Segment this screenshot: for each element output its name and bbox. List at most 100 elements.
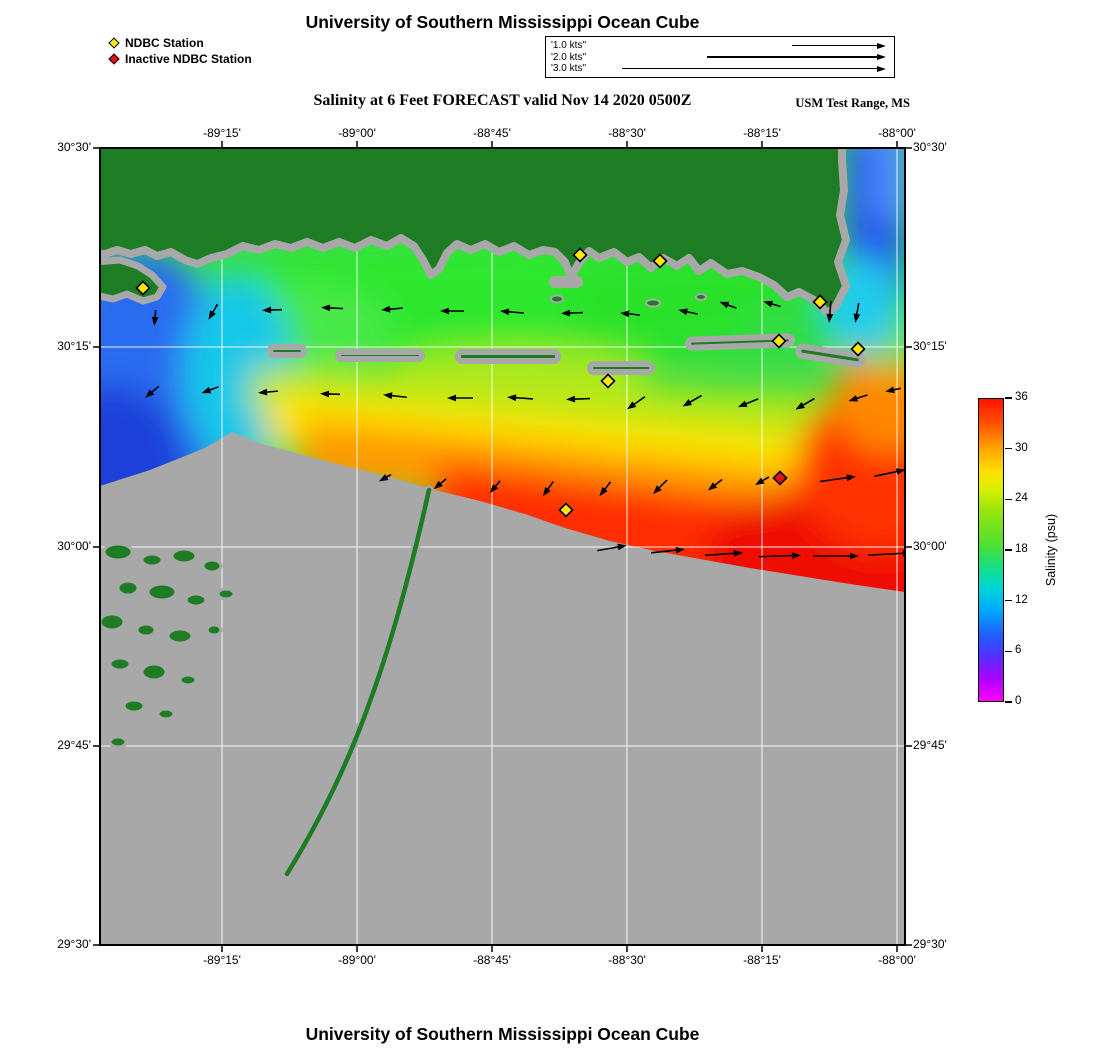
scale-arrowhead-icon [877, 54, 886, 60]
colorbar-tick [1005, 448, 1012, 450]
current-vector [874, 468, 905, 478]
current-vector [795, 397, 815, 410]
current-vector [885, 386, 901, 394]
lat-label-left: 30°15' [57, 339, 91, 353]
current-vector [848, 394, 868, 402]
current-vector [383, 392, 408, 400]
scale-label: '3.0 kts'' [551, 63, 587, 74]
lon-label-bottom: -88°45' [473, 953, 511, 967]
colorbar-tick-label: 12 [1015, 593, 1028, 606]
lon-label-bottom: -88°15' [743, 953, 781, 967]
current-vector [626, 396, 646, 410]
scale-row: '1.0 kts'' [551, 40, 886, 51]
current-vector [262, 306, 283, 314]
current-vector [652, 479, 668, 495]
current-vector [201, 386, 219, 394]
current-vector [561, 309, 584, 317]
scale-line [707, 56, 877, 58]
lon-label-top: -88°45' [473, 126, 511, 140]
legend-label: Inactive NDBC Station [125, 51, 252, 66]
current-vector [320, 390, 341, 398]
footer-title: University of Southern Mississippi Ocean… [305, 1024, 700, 1044]
lat-label-right: 30°00' [913, 539, 947, 553]
colorbar [978, 398, 1004, 702]
salinity-map [93, 141, 912, 952]
lon-label-top: -88°30' [608, 126, 646, 140]
model-domain-mask [100, 432, 905, 945]
frame-ticks [93, 141, 912, 952]
lon-label-bottom: -89°15' [203, 953, 241, 967]
colorbar-tick [1005, 600, 1012, 602]
current-vector [719, 301, 737, 309]
ndbc-diamond-icon [108, 36, 120, 49]
station-markers [135, 247, 866, 518]
current-vector [763, 300, 781, 308]
current-vector [433, 478, 447, 490]
marsh-islands [100, 542, 236, 749]
current-vector [151, 309, 159, 326]
current-vectors [145, 300, 905, 560]
current-vector [378, 473, 392, 482]
land [100, 148, 865, 879]
current-vector [651, 546, 685, 554]
current-vector [737, 398, 759, 408]
legend: NDBC Station Inactive NDBC Station [108, 35, 252, 66]
scale-row: '3.0 kts'' [551, 63, 886, 74]
page-title: University of Southern Mississippi Ocean… [305, 12, 700, 32]
current-vector [867, 549, 905, 557]
ndbc-station-marker [558, 502, 574, 518]
inactive-ndbc-station-marker [772, 470, 788, 486]
sound-islets [550, 293, 707, 308]
range-label: USM Test Range, MS [795, 96, 910, 110]
current-vector [489, 480, 501, 494]
lon-label-bottom: -88°30' [608, 953, 646, 967]
lon-label-top: -88°15' [743, 126, 781, 140]
colorbar-tick-label: 24 [1015, 492, 1028, 505]
lat-label-right: 29°45' [913, 738, 947, 752]
colorbar-tick [1005, 701, 1012, 703]
ndbc-station-marker [600, 373, 616, 389]
salinity-field [100, 148, 905, 651]
scale-arrowhead-icon [877, 42, 886, 49]
lat-label-right: 30°15' [913, 339, 947, 353]
current-vector [813, 552, 859, 560]
current-vector [758, 552, 801, 559]
current-vector [440, 307, 464, 315]
colorbar-tick [1005, 549, 1012, 551]
chandeleur-arc [284, 487, 432, 877]
scale-label: '2.0 kts'' [551, 51, 587, 63]
lon-label-bottom: -88°00' [878, 953, 916, 967]
scale-arrowhead-icon [877, 65, 886, 72]
ndbc-station-marker [572, 247, 588, 263]
inactive-ndbc-diamond-icon [108, 52, 120, 65]
lat-label-right: 30°30' [913, 140, 947, 154]
colorbar-tick-label: 6 [1015, 644, 1022, 657]
lat-label-left: 29°30' [57, 937, 91, 951]
current-vector [321, 304, 344, 312]
colorbar-title: Salinity (psu) [1044, 513, 1058, 587]
mainland-coast [100, 148, 850, 317]
legend-label: NDBC Station [125, 35, 204, 50]
current-vector [704, 549, 743, 557]
current-vector [542, 481, 554, 497]
scale-line [622, 67, 877, 70]
scale-line [792, 44, 877, 47]
colorbar-tick-label: 36 [1015, 391, 1028, 403]
ndbc-station-marker [850, 341, 866, 357]
current-vector [500, 308, 525, 316]
current-vector [853, 303, 861, 323]
scale-label: '1.0 kts'' [551, 40, 587, 51]
current-vector [707, 478, 723, 491]
current-vector [597, 543, 627, 552]
lon-label-bottom: -89°00' [338, 953, 376, 967]
current-vector [258, 388, 279, 396]
lat-label-right: 29°30' [913, 937, 947, 951]
forecast-subtitle: Salinity at 6 Feet FORECAST valid Nov 14… [313, 92, 692, 109]
current-vector [620, 310, 641, 318]
ndbc-station-marker [652, 253, 668, 269]
lon-label-top: -89°15' [203, 126, 241, 140]
colorbar-tick-label: 0 [1015, 695, 1022, 707]
ndbc-station-marker [135, 280, 151, 296]
current-vector [208, 303, 219, 320]
